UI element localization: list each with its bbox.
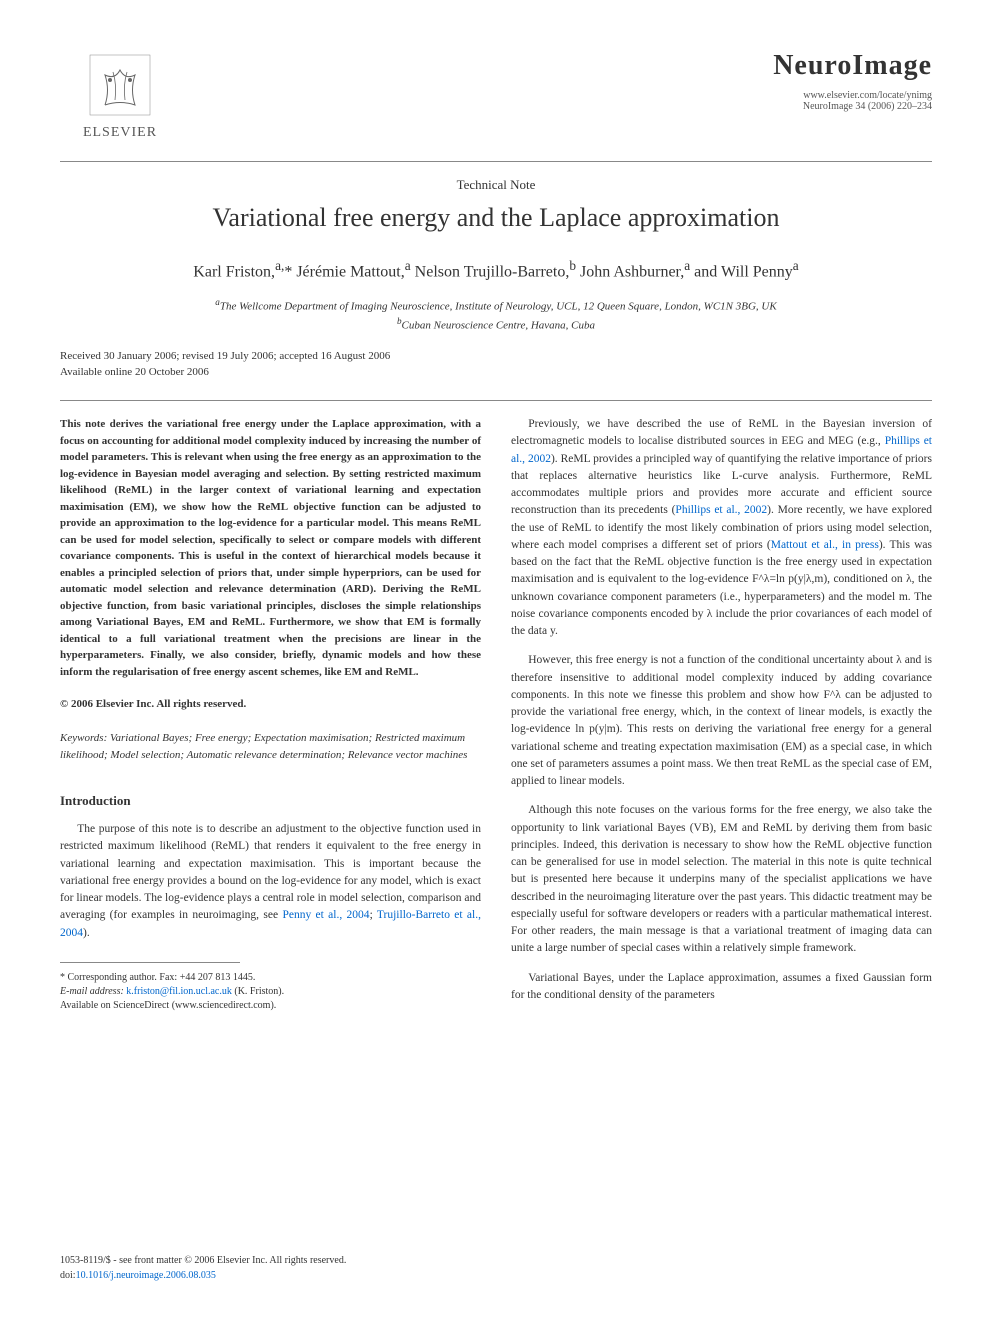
header-row: ELSEVIER NeuroImage www.elsevier.com/loc… [60,50,932,141]
affiliations: aThe Wellcome Department of Imaging Neur… [60,296,932,334]
article-title: Variational free energy and the Laplace … [60,203,932,233]
footnote-divider [60,962,240,963]
affiliation-a: The Wellcome Department of Imaging Neuro… [220,301,777,313]
citation-link[interactable]: Phillips et al., 2002 [675,504,767,516]
sciencedirect-note: Available on ScienceDirect (www.scienced… [60,999,481,1013]
page-footer: 1053-8119/$ - see front matter © 2006 El… [60,1253,932,1283]
copyright: © 2006 Elsevier Inc. All rights reserved… [60,698,481,710]
body-paragraph: However, this free energy is not a funct… [511,652,932,790]
email-link[interactable]: k.friston@fil.ion.ucl.ac.uk [126,986,232,997]
date-online: Available online 20 October 2006 [60,365,932,380]
journal-citation: NeuroImage 34 (2006) 220–234 [773,101,932,112]
authors: Karl Friston,a,* Jérémie Mattout,a Nelso… [60,258,932,281]
front-matter: 1053-8119/$ - see front matter © 2006 El… [60,1253,932,1268]
right-column: Previously, we have described the use of… [511,416,932,1016]
journal-title: NeuroImage [773,50,932,82]
keywords-label: Keywords: [60,732,107,744]
abstract-divider [60,400,932,401]
left-column: This note derives the variational free e… [60,416,481,1016]
citation-link[interactable]: Penny et al., 2004 [282,909,369,921]
body-paragraph: Although this note focuses on the variou… [511,802,932,957]
email-label: E-mail address: [60,986,124,997]
footnote-block: * Corresponding author. Fax: +44 207 813… [60,971,481,1013]
body-paragraph: Previously, we have described the use of… [511,416,932,640]
intro-paragraph-1: The purpose of this note is to describe … [60,821,481,942]
dates-block: Received 30 January 2006; revised 19 Jul… [60,349,932,380]
two-column-layout: This note derives the variational free e… [60,416,932,1016]
keywords-text: Variational Bayes; Free energy; Expectat… [60,732,467,761]
elsevier-logo-icon [85,50,155,120]
date-received: Received 30 January 2006; revised 19 Jul… [60,349,932,364]
email-suffix: (K. Friston). [234,986,284,997]
journal-url: www.elsevier.com/locate/ynimg [773,90,932,101]
affiliation-b: Cuban Neuroscience Centre, Havana, Cuba [402,320,596,332]
doi-link[interactable]: 10.1016/j.neuroimage.2006.08.035 [76,1270,216,1281]
doi-label: doi: [60,1270,76,1281]
corresponding-author: * Corresponding author. Fax: +44 207 813… [60,971,481,985]
section-type: Technical Note [60,177,932,193]
publisher-block: ELSEVIER [60,50,180,141]
citation-link[interactable]: Mattout et al., in press [771,539,879,551]
journal-block: NeuroImage www.elsevier.com/locate/ynimg… [773,50,932,112]
publisher-name: ELSEVIER [83,125,157,141]
keywords-block: Keywords: Variational Bayes; Free energy… [60,730,481,763]
header-divider [60,161,932,162]
intro-heading: Introduction [60,793,481,809]
body-paragraph: Variational Bayes, under the Laplace app… [511,970,932,1005]
abstract-text: This note derives the variational free e… [60,416,481,680]
